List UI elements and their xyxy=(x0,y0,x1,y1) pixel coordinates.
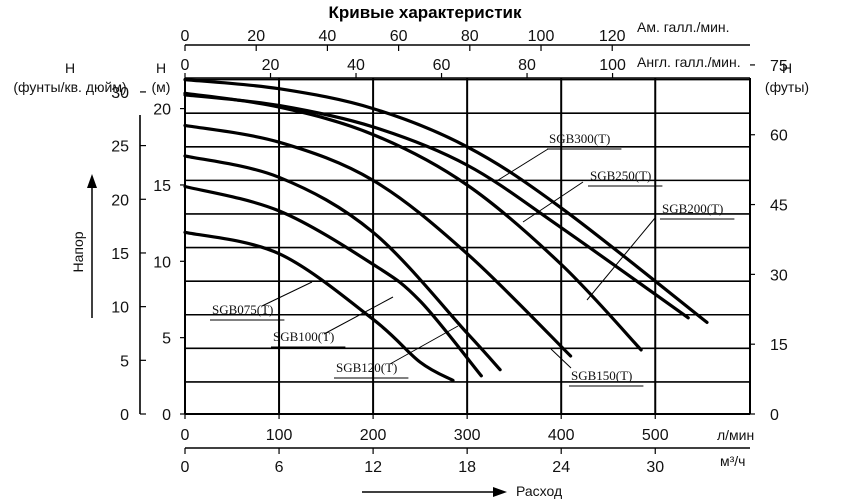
tick-label-m: 20 xyxy=(153,102,171,119)
tick-label-psi: 20 xyxy=(111,192,129,209)
tick-label-impgal: 20 xyxy=(262,57,280,74)
series-line-sgb120t xyxy=(183,154,502,372)
tick-label-m: 10 xyxy=(153,254,171,271)
tick-label-impgal: 0 xyxy=(181,57,190,74)
xlabel-arrow-head xyxy=(493,487,507,497)
series-label-sgb075t: SGB075(T) xyxy=(212,302,273,317)
tick-label-psi: 15 xyxy=(111,246,129,263)
series-line-sgb250t xyxy=(183,93,690,320)
tick-label-lmin: 400 xyxy=(548,427,575,444)
tick-label-impgal: 100 xyxy=(599,57,626,74)
xlabel: Расход xyxy=(516,483,562,499)
series-line-sgb100t xyxy=(183,184,483,378)
leader-line-sgb200t xyxy=(586,217,656,301)
ylabel-arrow-head xyxy=(87,174,97,188)
leader-line-sgb075t xyxy=(261,281,313,307)
tick-label-ft: 60 xyxy=(770,128,788,145)
axis-label-impgal: Англ. галл./мин. xyxy=(637,54,741,70)
tick-label-usgal: 0 xyxy=(181,28,190,45)
series-label-sgb300t: SGB300(T) xyxy=(549,131,610,146)
tick-label-usgal: 80 xyxy=(461,28,479,45)
tick-label-psi: 5 xyxy=(120,353,129,370)
tick-label-ft: 15 xyxy=(770,337,788,354)
tick-label-lmin: 300 xyxy=(454,427,481,444)
series-line-sgb150t xyxy=(183,123,573,358)
tick-label-usgal: 20 xyxy=(247,28,265,45)
axis-label-usgal: Ам. галл./мин. xyxy=(637,19,730,35)
tick-label-lmin: 200 xyxy=(360,427,387,444)
axis-label-m-top: H xyxy=(156,60,166,76)
leader-line-sgb120t xyxy=(389,325,459,365)
tick-label-m3h: 18 xyxy=(458,459,476,476)
axis-label-lmin: л/мин xyxy=(717,427,754,443)
tick-label-ft: 75 xyxy=(770,58,788,75)
series-label-sgb120t: SGB120(T) xyxy=(336,360,397,375)
tick-label-usgal: 40 xyxy=(319,28,337,45)
series-label-sgb100t: SGB100(T) xyxy=(273,329,334,344)
tick-label-usgal: 100 xyxy=(528,28,555,45)
tick-label-psi: 25 xyxy=(111,139,129,156)
axis-label-m3h: м³/ч xyxy=(720,453,745,469)
tick-label-m3h: 30 xyxy=(646,459,664,476)
axis-label-ft-top: H xyxy=(782,60,792,76)
tick-label-m: 5 xyxy=(162,331,171,348)
leader-line-sgb300t xyxy=(494,148,549,183)
tick-label-usgal: 120 xyxy=(599,28,626,45)
series xyxy=(183,78,709,382)
series-label-sgb150t: SGB150(T) xyxy=(571,368,632,383)
tick-label-m3h: 0 xyxy=(181,459,190,476)
tick-label-lmin: 500 xyxy=(642,427,669,444)
series-label-sgb250t: SGB250(T) xyxy=(590,168,651,183)
grid xyxy=(185,78,750,414)
tick-label-psi: 10 xyxy=(111,300,129,317)
tick-label-usgal: 60 xyxy=(390,28,408,45)
tick-label-ft: 30 xyxy=(770,267,788,284)
chart-title: Кривые характеристик xyxy=(329,3,522,22)
axis-label-psi-bottom: (фунты/кв. дюйм) xyxy=(13,79,126,95)
tick-label-psi: 30 xyxy=(111,85,129,102)
tick-label-m3h: 24 xyxy=(552,459,570,476)
tick-label-m3h: 12 xyxy=(364,459,382,476)
series-label-sgb200t: SGB200(T) xyxy=(662,201,723,216)
tick-label-impgal: 40 xyxy=(347,57,365,74)
series-line-sgb075t xyxy=(183,230,455,382)
tick-label-lmin: 0 xyxy=(181,427,190,444)
leader-line-sgb100t xyxy=(323,296,394,335)
tick-label-lmin: 100 xyxy=(266,427,293,444)
ylabel: Напор xyxy=(70,231,86,272)
tick-label-psi: 0 xyxy=(120,407,129,424)
axis-label-psi-top: H xyxy=(65,60,75,76)
axis-label-ft-bottom: (футы) xyxy=(765,79,809,95)
tick-label-ft: 45 xyxy=(770,198,788,215)
tick-label-ft: 0 xyxy=(770,407,779,424)
leader-line-sgb250t xyxy=(522,181,584,223)
tick-label-m3h: 6 xyxy=(275,459,284,476)
tick-label-impgal: 80 xyxy=(518,57,536,74)
leader-line-sgb150t xyxy=(550,348,572,369)
tick-label-m: 0 xyxy=(162,407,171,424)
series-line-sgb300t xyxy=(183,78,709,324)
tick-label-impgal: 60 xyxy=(433,57,451,74)
tick-label-m: 15 xyxy=(153,178,171,195)
axis-label-m-bottom: (м) xyxy=(152,79,171,95)
series-labels: SGB075(T)SGB100(T) SGB120(T) SGB150(T) SGB2… xyxy=(210,131,735,387)
